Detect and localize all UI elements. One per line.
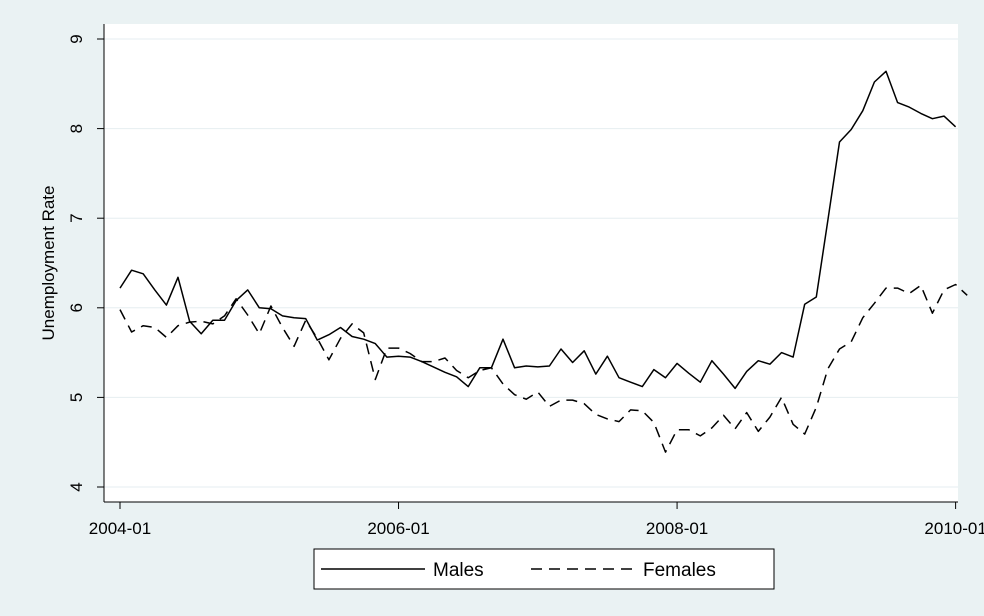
series-line-males	[119, 70, 957, 390]
y-tick-label: 8	[67, 124, 86, 133]
series-line-females	[119, 283, 968, 453]
x-tick-label: 2008-01	[646, 519, 708, 538]
series-lines	[119, 70, 968, 453]
y-tick-label: 5	[67, 393, 86, 402]
plot-area	[104, 24, 958, 502]
y-tick-label: 9	[67, 34, 86, 43]
x-tick-label: 2006-01	[367, 519, 429, 538]
y-axis-ticks: 4 5 6 7 8 9	[67, 34, 104, 492]
y-tick-label: 7	[67, 213, 86, 222]
x-axis-ticks: 2004-01 2006-01 2008-01 2010-01	[89, 502, 984, 538]
y-axis-title: Unemployment Rate	[39, 186, 58, 341]
y-tick-label: 6	[67, 303, 86, 312]
y-tick-label: 4	[67, 482, 86, 491]
legend-label-males: Males	[433, 560, 484, 581]
legend-label-females: Females	[643, 560, 716, 581]
x-tick-label: 2010-01	[924, 519, 984, 538]
axes	[103, 24, 958, 503]
gridlines	[104, 38, 958, 488]
x-tick-label: 2004-01	[89, 519, 151, 538]
legend: Males Females	[313, 548, 775, 590]
